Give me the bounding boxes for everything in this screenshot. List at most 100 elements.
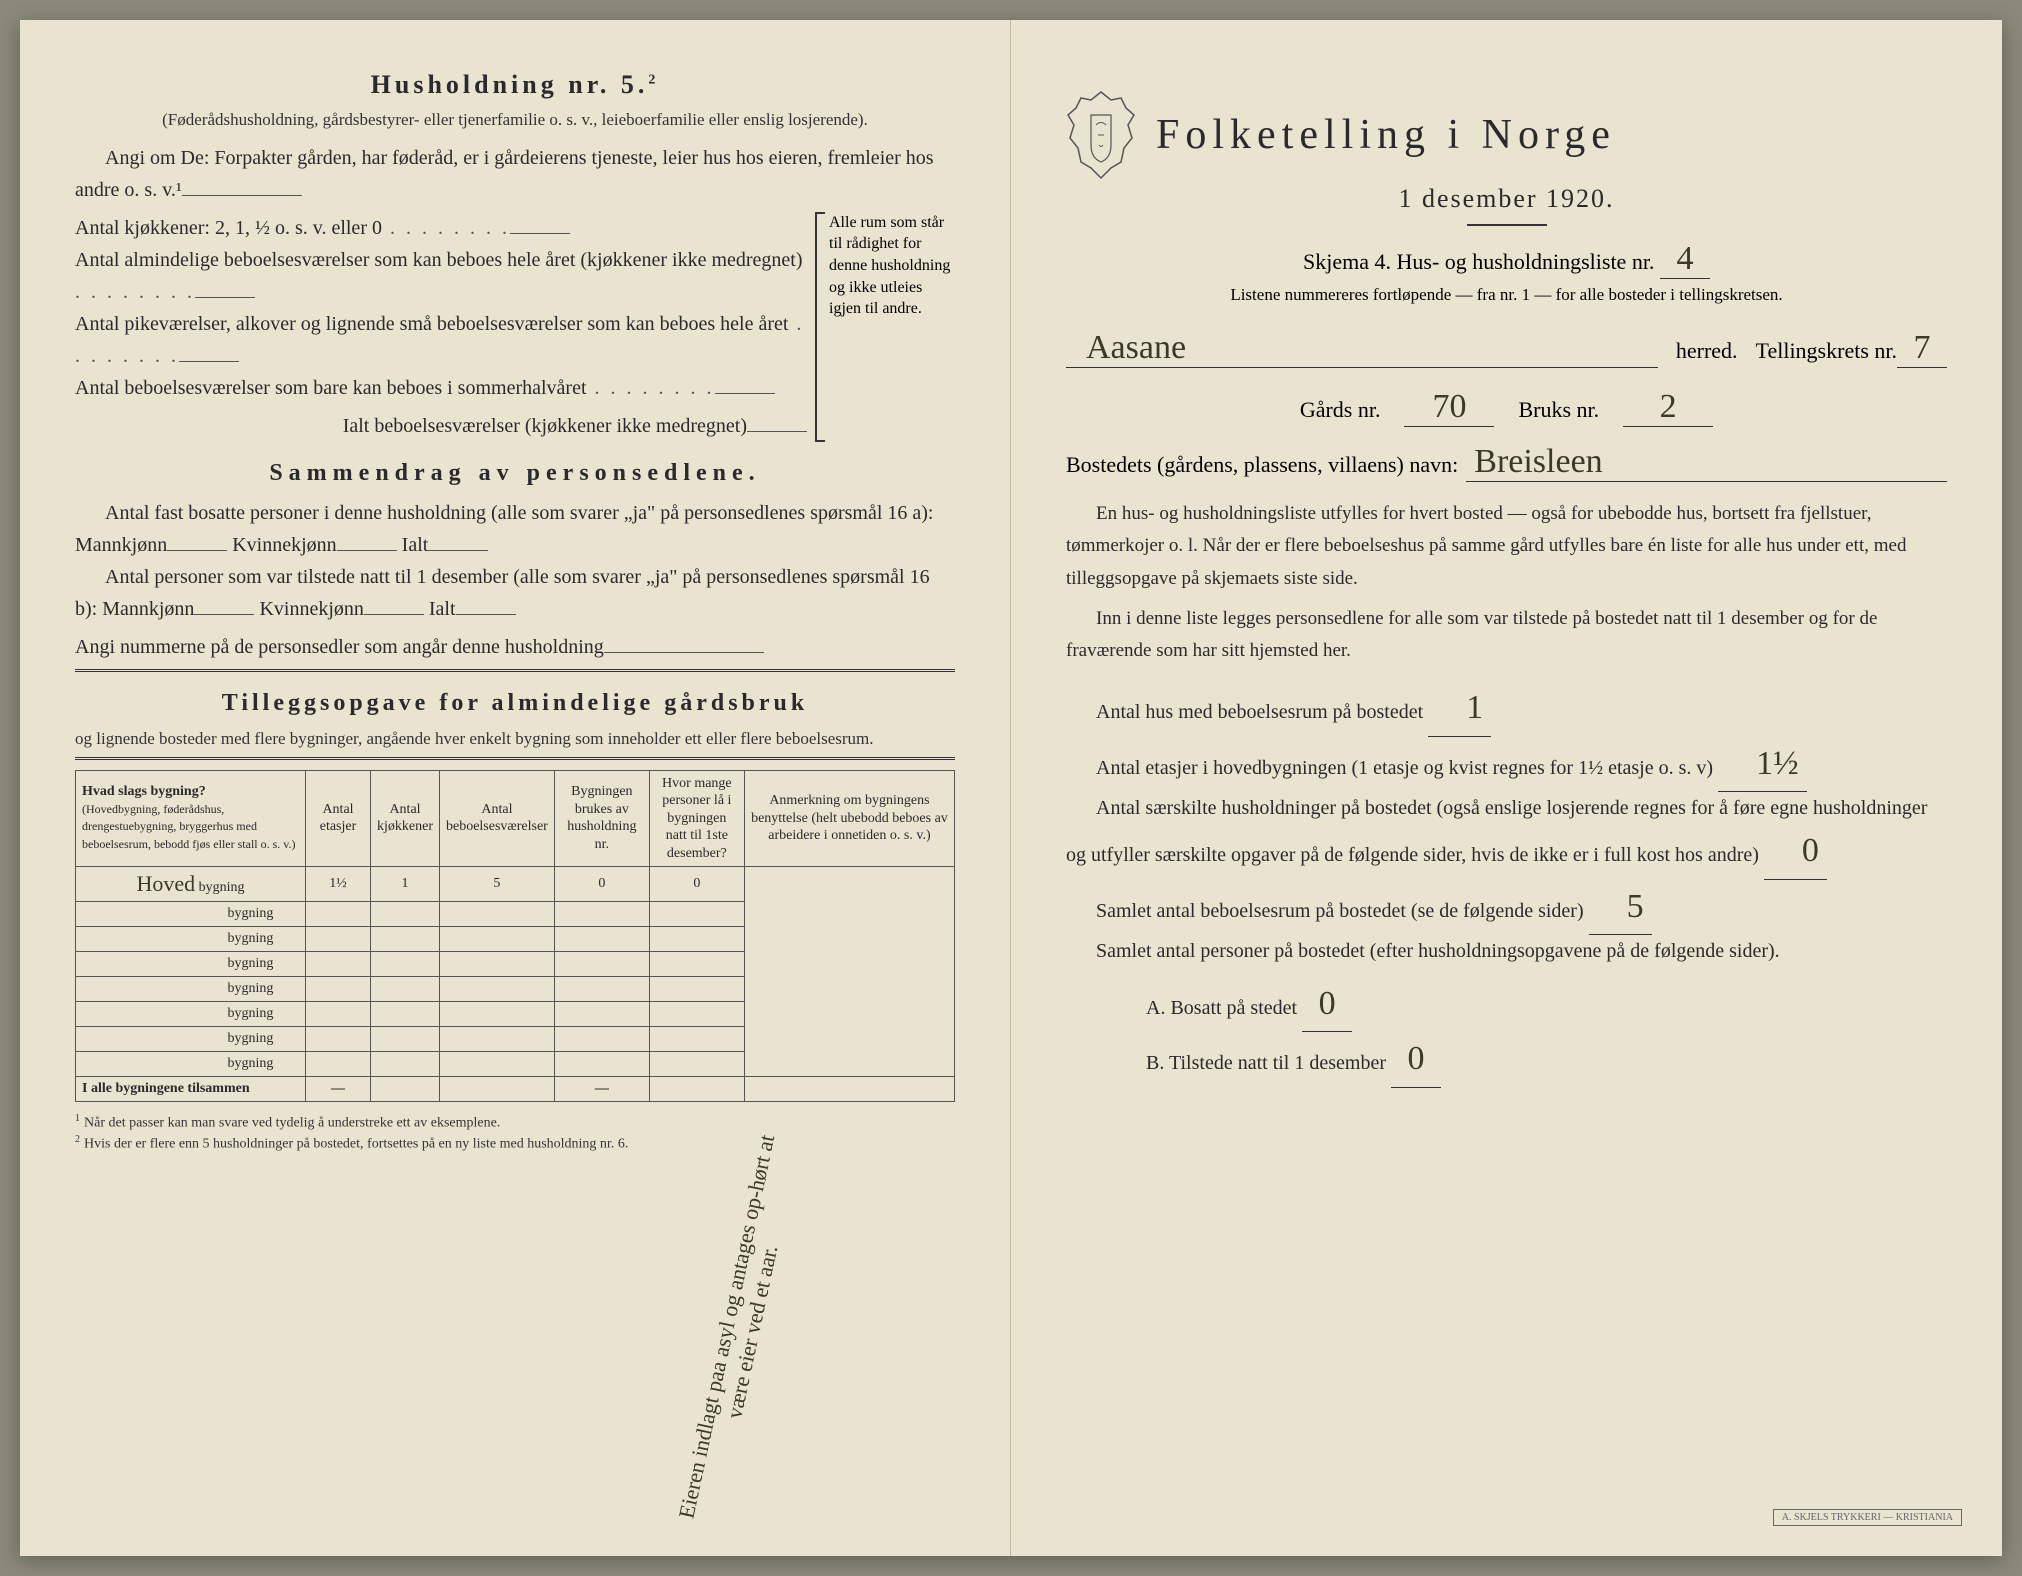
row-type[interactable]: bygning (76, 1002, 306, 1027)
instr-p2: Inn i denne liste legges personsedlene f… (1066, 603, 1947, 668)
q1-field[interactable]: 1 (1428, 681, 1491, 736)
b2-fill[interactable] (179, 361, 239, 362)
gards-row: Gårds nr. 70 Bruks nr. 2 (1066, 388, 1947, 427)
row1-type[interactable]: Hoved bygning (76, 867, 306, 902)
footnotes: 1Når det passer kan man svare ved tydeli… (75, 1112, 955, 1155)
angi-text: Angi om De: Forpakter gården, har føderå… (75, 142, 955, 206)
table-header-row: Hvad slags bygning?(Hovedbygning, føderå… (76, 770, 955, 867)
bosted-row: Bostedets (gårdens, plassens, villaens) … (1066, 443, 1947, 482)
q5-line: Samlet antal personer på bostedet (efter… (1066, 935, 1947, 967)
krets-label: Tellingskrets nr. (1756, 338, 1897, 364)
qA-field[interactable]: 0 (1302, 977, 1352, 1032)
gards-label: Gårds nr. (1300, 397, 1381, 423)
fn1: 1Når det passer kan man svare ved tydeli… (75, 1112, 955, 1133)
rooms-bracket-group: Antal kjøkkener: 2, 1, ½ o. s. v. eller … (75, 212, 955, 442)
rooms-list: Antal kjøkkener: 2, 1, ½ o. s. v. eller … (75, 212, 807, 442)
gards-field[interactable]: 70 (1404, 388, 1494, 427)
row1-v5[interactable]: 0 (649, 867, 744, 902)
krets-field[interactable]: 7 (1897, 329, 1947, 368)
row-type[interactable]: bygning (76, 952, 306, 977)
row1-v3[interactable]: 5 (439, 867, 554, 902)
row1-v1[interactable]: 1½ (306, 867, 371, 902)
main-title: Folketelling i Norge (1156, 111, 1616, 159)
s1-i[interactable] (428, 550, 488, 551)
instr-p1: En hus- og husholdningsliste utfylles fo… (1066, 498, 1947, 595)
s1-m[interactable] (167, 550, 227, 551)
divider-1 (75, 669, 955, 672)
angi-fill[interactable] (182, 195, 302, 196)
census-document: Husholdning nr. 5.2 (Føderådshusholdning… (20, 20, 2002, 1556)
household-5-title: Husholdning nr. 5.2 (75, 70, 955, 100)
herred-row: Aasane herred. Tellingskrets nr. 7 (1066, 329, 1947, 368)
total-dash2: — (554, 1077, 649, 1102)
th-hushold: Bygningen brukes av husholdning nr. (554, 770, 649, 867)
bruks-field[interactable]: 2 (1623, 388, 1713, 427)
bosted-field[interactable]: Breisleen (1466, 443, 1947, 482)
th-kjokken: Antal kjøkkener (371, 770, 440, 867)
bracket-note: Alle rum som står til rådighet for denne… (815, 212, 955, 442)
q1-line: Antal hus med beboelsesrum på bostedet 1 (1066, 681, 1947, 736)
th-rooms: Antal beboelsesværelser (439, 770, 554, 867)
s2-k[interactable] (364, 614, 424, 615)
row1-v2[interactable]: 1 (371, 867, 440, 902)
printer-stamp: A. SKJELS TRYKKERI — KRISTIANIA (1773, 1509, 1962, 1526)
tillegg-sub: og lignende bosteder med flere bygninger… (75, 727, 955, 751)
title-divider (1467, 224, 1547, 226)
h5-subtitle: (Føderådshusholdning, gårdsbestyrer- ell… (75, 108, 955, 132)
th-remark: Anmerkning om bygningens benyttelse (hel… (744, 770, 954, 867)
b4-fill[interactable] (747, 431, 807, 432)
th-etasjer: Antal etasjer (306, 770, 371, 867)
th-type: Hvad slags bygning?(Hovedbygning, føderå… (76, 770, 306, 867)
qB-field[interactable]: 0 (1391, 1032, 1441, 1087)
sammendrag-title: Sammendrag av personsedlene. (75, 460, 955, 487)
h5-title-text: Husholdning nr. 5. (371, 70, 649, 99)
b4-line: Ialt beboelsesværelser (kjøkkener ikke m… (75, 410, 807, 442)
b1-line: Antal almindelige beboelsesværelser som … (75, 244, 807, 308)
buildings-table: Hvad slags bygning?(Hovedbygning, føderå… (75, 770, 955, 1103)
bosted-label: Bostedets (gårdens, plassens, villaens) … (1066, 452, 1458, 478)
b3-fill[interactable] (715, 393, 775, 394)
kjokken-line: Antal kjøkkener: 2, 1, ½ o. s. v. eller … (75, 212, 807, 244)
q2-field[interactable]: 1½ (1718, 737, 1807, 792)
bruks-label: Bruks nr. (1518, 397, 1599, 423)
coat-of-arms-icon (1066, 90, 1136, 180)
qA-line: A. Bosatt på stedet 0 (1146, 977, 1947, 1032)
listene-note: Listene nummereres fortløpende — fra nr.… (1066, 285, 1947, 305)
table-row: Hoved bygning 1½ 1 5 0 0 (76, 867, 955, 902)
row-type[interactable]: bygning (76, 902, 306, 927)
s2-m[interactable] (194, 614, 254, 615)
row1-v4[interactable]: 0 (554, 867, 649, 902)
s2-i[interactable] (456, 614, 516, 615)
s1-k[interactable] (337, 550, 397, 551)
row-type[interactable]: bygning (76, 1052, 306, 1077)
fn2: 2Hvis der er flere enn 5 husholdninger p… (75, 1133, 955, 1154)
row-type[interactable]: bygning (76, 977, 306, 1002)
diagonal-handwriting: Eieren indlagt paa asyl og antages op-hø… (673, 1128, 808, 1530)
q3-field[interactable]: 0 (1764, 824, 1827, 879)
total-label: I alle bygningene tilsammen (76, 1077, 306, 1102)
right-page: Folketelling i Norge 1 desember 1920. Sk… (1011, 20, 2002, 1556)
th-persons: Hvor mange personer lå i bygningen natt … (649, 770, 744, 867)
herred-field[interactable]: Aasane (1066, 329, 1658, 368)
skjema-line: Skjema 4. Hus- og husholdningsliste nr. … (1066, 240, 1947, 279)
b1-fill[interactable] (195, 297, 255, 298)
kjokken-fill[interactable] (510, 233, 570, 234)
divider-2 (75, 757, 955, 760)
row-type[interactable]: bygning (76, 927, 306, 952)
census-date: 1 desember 1920. (1066, 184, 1947, 214)
q4-field[interactable]: 5 (1589, 880, 1652, 935)
row-type[interactable]: bygning (76, 1027, 306, 1052)
tillegg-title: Tilleggsopgave for almindelige gårdsbruk (75, 690, 955, 717)
liste-nr-field[interactable]: 4 (1660, 240, 1710, 279)
herred-label: herred. (1676, 338, 1738, 364)
s2-line: Antal personer som var tilstede natt til… (75, 561, 955, 625)
row-remark[interactable] (744, 867, 954, 1077)
s3-line: Angi nummerne på de personsedler som ang… (75, 631, 955, 663)
s3-fill[interactable] (604, 652, 764, 653)
q3-line: Antal særskilte husholdninger på bostede… (1066, 792, 1947, 879)
b3-line: Antal beboelsesværelser som bare kan beb… (75, 372, 807, 404)
q2-line: Antal etasjer i hovedbygningen (1 etasje… (1066, 737, 1947, 792)
left-page: Husholdning nr. 5.2 (Føderådshusholdning… (20, 20, 1011, 1556)
total-dash: — (306, 1077, 371, 1102)
qB-line: B. Tilstede natt til 1 desember 0 (1146, 1032, 1947, 1087)
